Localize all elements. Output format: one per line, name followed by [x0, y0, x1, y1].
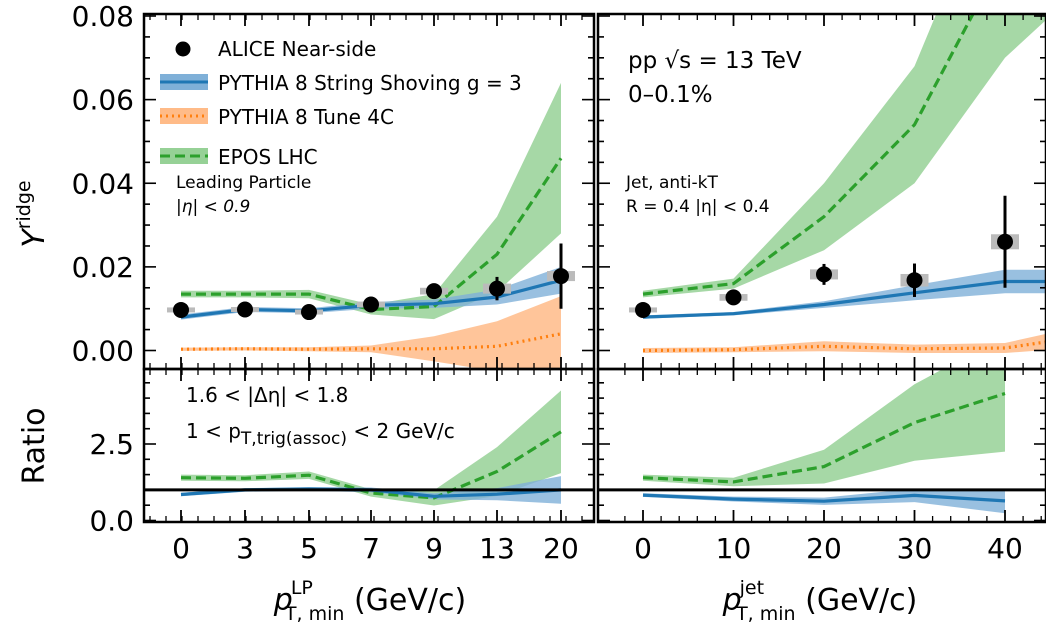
lp-top-band-0	[181, 82, 561, 320]
y-tick-label-top: 0.02	[72, 251, 134, 284]
y-tick-label-ratio: 2.5	[89, 428, 134, 461]
jet-top-data-point-3	[906, 272, 923, 289]
lp-top-data-point-0	[173, 301, 189, 318]
tick-labels: 0.00 0.02 0.04 0.06 0.08 0.0 2.5 0 3 5 7 9 13 20 0 10 20…	[72, 0, 1023, 565]
x-tick-label-right: 30	[897, 532, 933, 565]
y-tick-label-top: 0.08	[72, 0, 134, 33]
y-tick-label-top: 0.04	[72, 167, 134, 200]
frame-bottom-right	[596, 367, 1046, 524]
jet-top-band-2	[643, 269, 1046, 319]
legend-label-tune-4c: PYTHIA 8 Tune 4C	[218, 105, 394, 129]
lp-top-data-point-6	[553, 268, 569, 285]
jet-ratio-line-0	[642, 391, 1006, 484]
jet-top-line-2	[642, 279, 1046, 319]
jet-top-panel	[629, 14, 1046, 353]
annotation-jet-r: R = 0.4 |η| < 0.4	[626, 197, 770, 217]
y-tick-label-ratio: 0.0	[89, 505, 134, 538]
y-tick-label-top: 0.00	[72, 335, 134, 368]
legend-label-string-shoving: PYTHIA 8 String Shoving g = 3	[218, 71, 522, 95]
annotation-eta-leading: |η| < 0.9	[176, 197, 250, 217]
y-tick-label-top: 0.06	[72, 84, 134, 117]
legend: ALICE Near-side PYTHIA 8 String Shoving …	[160, 37, 522, 169]
jet-top-band-1	[643, 333, 1046, 353]
x-tick-label-left: 3	[236, 532, 254, 565]
annotation-leading-particle: Leading Particle	[176, 173, 311, 193]
leading-particle-top-panel	[167, 82, 575, 369]
x-tick-label-right: 10	[716, 532, 752, 565]
annotation-collision: pp √s = 13 TeV	[628, 48, 802, 74]
x-tick-label-left: 9	[425, 532, 443, 565]
jet-top-line-0	[642, 14, 975, 296]
annotation-centrality: 0–0.1%	[628, 82, 713, 108]
legend-marker-alice	[175, 41, 191, 57]
legend-label-epos: EPOS LHC	[218, 145, 318, 169]
legend-label-alice: ALICE Near-side	[218, 37, 376, 61]
jet-top-band-0	[643, 14, 1046, 298]
axes-frames	[142, 12, 1046, 524]
annotation-pt-trig: 1 < pT,trig(assoc) < 2 GeV/c	[186, 419, 455, 449]
jet-ratio-panel	[598, 369, 1046, 514]
jet-ratio-line-1	[642, 493, 1006, 503]
lp-top-data-point-2	[301, 304, 317, 321]
legend-item-epos: EPOS LHC	[160, 145, 318, 169]
x-tick-label-right: 20	[806, 532, 842, 565]
leading-particle-ratio-panel	[144, 390, 594, 506]
x-axis-label-right: pjet T, min (GeV/c)	[722, 577, 918, 625]
lp-top-data-point-4	[426, 283, 442, 300]
y-axis-label-top: Yridge	[13, 180, 52, 247]
x-tick-label-right: 40	[987, 532, 1023, 565]
x-tick-label-left: 20	[543, 532, 579, 565]
lp-top-data-point-3	[363, 296, 379, 313]
jet-ratio-band-0	[643, 369, 1005, 487]
jet-top-data-point-4	[997, 233, 1013, 250]
annotation-jet: Jet, anti-kT	[625, 173, 719, 193]
legend-item-string-shoving: PYTHIA 8 String Shoving g = 3	[160, 71, 522, 95]
lp-top-data-point-5	[489, 280, 505, 297]
jet-top-data-point-1	[725, 289, 742, 306]
lp-top-line-0	[181, 157, 563, 312]
lp-top-data-point-1	[237, 301, 253, 318]
x-tick-label-right: 0	[634, 532, 652, 565]
legend-item-tune-4c: PYTHIA 8 Tune 4C	[160, 105, 394, 129]
frame-bottom-left	[142, 367, 596, 524]
legend-item-alice: ALICE Near-side	[175, 37, 376, 61]
y-axis-label-ratio: Ratio	[17, 407, 52, 484]
jet-top-data-point-0	[635, 301, 651, 318]
x-axis-label-left: pLP T, min (GeV/c)	[273, 577, 466, 625]
x-tick-label-left: 0	[172, 532, 190, 565]
lp-ratio-line-0	[180, 430, 562, 500]
jet-top-data-point-2	[816, 266, 832, 283]
x-tick-label-left: 13	[479, 532, 515, 565]
x-tick-label-left: 7	[362, 532, 380, 565]
annotation-delta-eta: 1.6 < |Δη| < 1.8	[186, 383, 348, 407]
x-tick-label-left: 5	[300, 532, 318, 565]
lp-top-band-1	[181, 296, 561, 369]
